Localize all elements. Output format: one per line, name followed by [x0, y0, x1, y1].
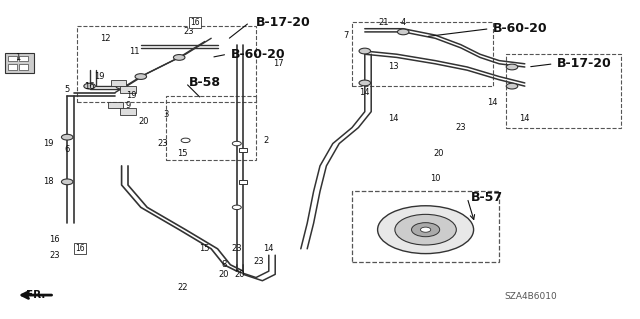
Text: B-60-20: B-60-20 [230, 48, 285, 61]
Text: B-58: B-58 [189, 77, 221, 89]
Text: B-17-20: B-17-20 [557, 57, 612, 70]
Text: 16: 16 [49, 235, 60, 244]
Circle shape [116, 83, 127, 89]
Text: 1: 1 [15, 53, 20, 62]
Circle shape [359, 80, 371, 86]
Text: B-60-20: B-60-20 [493, 22, 547, 35]
Text: 23: 23 [184, 27, 194, 36]
Circle shape [61, 134, 73, 140]
Text: 19: 19 [94, 72, 104, 81]
Circle shape [61, 179, 73, 185]
Text: 20: 20 [219, 270, 229, 279]
Text: SZA4B6010: SZA4B6010 [505, 292, 557, 301]
Text: 16: 16 [75, 244, 85, 253]
Text: 19: 19 [43, 139, 53, 148]
Circle shape [232, 205, 241, 210]
Text: 16: 16 [190, 18, 200, 27]
Text: 23: 23 [158, 139, 168, 148]
Text: 15: 15 [177, 149, 188, 158]
Text: 5: 5 [65, 85, 70, 94]
Text: 16: 16 [190, 18, 200, 27]
Text: 16: 16 [75, 244, 85, 253]
Circle shape [420, 227, 431, 232]
Text: 3: 3 [164, 110, 169, 119]
Text: 14: 14 [264, 244, 274, 253]
Circle shape [232, 141, 241, 146]
Text: 9: 9 [125, 101, 131, 110]
Bar [19, 64, 28, 70]
Text: 11: 11 [129, 47, 140, 56]
Circle shape [412, 223, 440, 237]
Bar [111, 80, 126, 86]
Text: B-17-20: B-17-20 [256, 16, 311, 29]
Text: 7: 7 [343, 31, 348, 40]
Bar [77, 26, 256, 102]
Bar [19, 56, 28, 61]
Text: 21: 21 [379, 18, 389, 27]
Bar [352, 191, 499, 262]
Bar [120, 108, 136, 115]
Bar [239, 148, 247, 152]
Text: 23: 23 [456, 123, 466, 132]
Text: B-57: B-57 [470, 191, 502, 204]
Bar [5, 53, 34, 73]
Text: 6: 6 [65, 145, 70, 154]
Bar [8, 56, 17, 61]
Text: 22: 22 [177, 283, 188, 292]
Text: 8: 8 [221, 260, 227, 269]
Circle shape [359, 48, 371, 54]
Text: 10: 10 [430, 174, 440, 183]
Text: 19: 19 [126, 91, 136, 100]
Text: 14: 14 [488, 98, 498, 107]
Text: 18: 18 [43, 177, 53, 186]
Text: 23: 23 [232, 244, 242, 253]
Bar [506, 54, 621, 128]
Circle shape [181, 138, 190, 143]
Text: 2: 2 [263, 136, 268, 145]
Circle shape [135, 74, 147, 79]
Text: FR.: FR. [26, 290, 45, 300]
Circle shape [173, 55, 185, 60]
Circle shape [395, 214, 456, 245]
Text: 20: 20 [235, 270, 245, 279]
Circle shape [397, 29, 409, 35]
Bar [108, 102, 123, 108]
Bar [239, 180, 247, 184]
Text: 4: 4 [401, 18, 406, 27]
Circle shape [84, 83, 95, 89]
Text: 17: 17 [273, 59, 284, 68]
Text: 20: 20 [139, 117, 149, 126]
Bar [352, 22, 493, 86]
Circle shape [378, 206, 474, 254]
Text: 14: 14 [388, 114, 399, 122]
Bar [120, 86, 136, 93]
Text: 14: 14 [520, 114, 530, 122]
Text: 20: 20 [433, 149, 444, 158]
Text: 14: 14 [360, 88, 370, 97]
Text: 23: 23 [254, 257, 264, 266]
Bar [8, 64, 17, 70]
Text: 15: 15 [200, 244, 210, 253]
Text: 12: 12 [100, 34, 111, 43]
Circle shape [506, 83, 518, 89]
Circle shape [506, 64, 518, 70]
Bar [166, 96, 256, 160]
Text: 13: 13 [388, 63, 399, 71]
Text: 23: 23 [49, 251, 60, 260]
Text: 16: 16 [84, 82, 95, 91]
